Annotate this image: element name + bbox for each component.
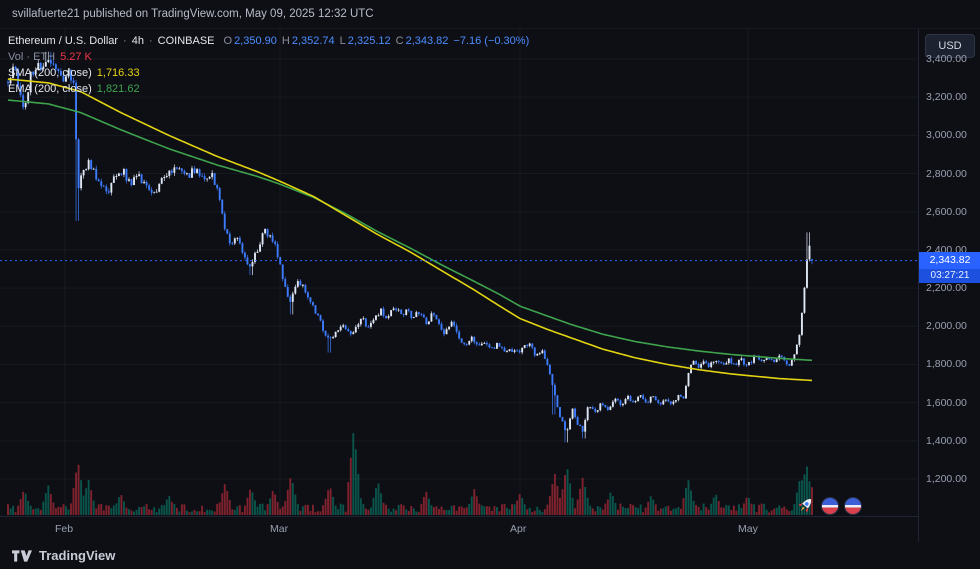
- sma-label: SMA (200, close): [8, 67, 92, 79]
- price-axis[interactable]: USD 2,343.82 03:27:21 3,400.00 3,200.00 3,…: [918, 29, 980, 542]
- price-axis-label: 2,200.00: [926, 282, 967, 295]
- chart-stickers[interactable]: [794, 495, 862, 517]
- time-axis-label: May: [738, 523, 758, 535]
- low-label: L: [339, 35, 346, 47]
- price-axis-label: 1,400.00: [926, 434, 967, 447]
- separator: ·: [123, 35, 127, 47]
- flag-sticker-icon[interactable]: [844, 497, 862, 515]
- plot-svg[interactable]: [0, 29, 918, 542]
- time-axis-label: Apr: [510, 523, 527, 535]
- footer-bar: TradingView: [0, 541, 980, 569]
- publish-text: svillafuerte21 published on TradingView.…: [12, 8, 374, 20]
- last-price-badge: 2,343.82 03:27:21: [919, 251, 980, 283]
- price-axis-label: 3,000.00: [926, 129, 967, 142]
- volume-bars: [7, 433, 813, 515]
- sma-row[interactable]: SMA (200, close) 1,716.33: [8, 65, 529, 81]
- legend: Ethereum / U.S. Dollar · 4h · COINBASE O…: [8, 33, 529, 97]
- time-axis-label: Mar: [270, 523, 289, 535]
- tradingview-wordmark[interactable]: TradingView: [39, 548, 116, 563]
- price-axis-label: 3,200.00: [926, 91, 967, 104]
- price-axis-label: 3,400.00: [926, 53, 967, 65]
- volume-value: 5.27 K: [60, 51, 92, 63]
- ema-label: EMA (200, close): [8, 83, 92, 95]
- price-axis-label: 1,200.00: [926, 473, 967, 485]
- change-value: −7.16 (−0.30%): [453, 35, 530, 47]
- tradingview-logo-icon[interactable]: [12, 549, 32, 563]
- open-label: O: [223, 35, 233, 47]
- last-price-value: 2,343.82: [919, 251, 980, 269]
- symbol-title: Ethereum / U.S. Dollar: [8, 35, 119, 47]
- price-axis-label: 2,000.00: [926, 320, 967, 333]
- volume-label: Vol · ETH: [8, 51, 56, 63]
- symbol-row[interactable]: Ethereum / U.S. Dollar · 4h · COINBASE O…: [8, 33, 529, 49]
- low-value: 2,325.12: [347, 35, 391, 47]
- currency-button[interactable]: USD: [925, 34, 975, 58]
- candles: [7, 51, 813, 443]
- separator: ·: [148, 35, 153, 47]
- high-label: H: [281, 35, 290, 47]
- price-axis-label: 2,800.00: [926, 167, 967, 180]
- sma-value: 1,716.33: [96, 67, 140, 79]
- open-value: 2,350.90: [234, 35, 277, 47]
- price-axis-label: 2,600.00: [926, 205, 967, 218]
- price-axis-label: 1,600.00: [926, 396, 967, 409]
- close-value: 2,343.82: [405, 35, 449, 47]
- ema-row[interactable]: EMA (200, close) 1,821.62: [8, 81, 529, 97]
- grid: [0, 29, 918, 516]
- rocket-sticker-icon[interactable]: [794, 495, 816, 517]
- price-countdown: 03:27:21: [919, 268, 980, 283]
- time-axis[interactable]: Feb Mar Apr May: [0, 516, 980, 542]
- ema-value: 1,821.62: [96, 83, 140, 95]
- price-axis-label: 1,800.00: [926, 358, 967, 371]
- close-label: C: [395, 35, 404, 47]
- symbol-exchange: COINBASE: [157, 35, 215, 47]
- volume-row[interactable]: Vol · ETH 5.27 K: [8, 49, 529, 65]
- chart-area: Ethereum / U.S. Dollar · 4h · COINBASE O…: [0, 28, 980, 542]
- ema-line[interactable]: [7, 99, 813, 362]
- sma-line[interactable]: [7, 78, 813, 382]
- symbol-interval: 4h: [131, 35, 144, 47]
- publish-bar: svillafuerte21 published on TradingView.…: [0, 0, 980, 28]
- high-value: 2,352.74: [291, 35, 335, 47]
- time-axis-label: Feb: [55, 523, 74, 535]
- flag-sticker-icon[interactable]: [821, 497, 839, 515]
